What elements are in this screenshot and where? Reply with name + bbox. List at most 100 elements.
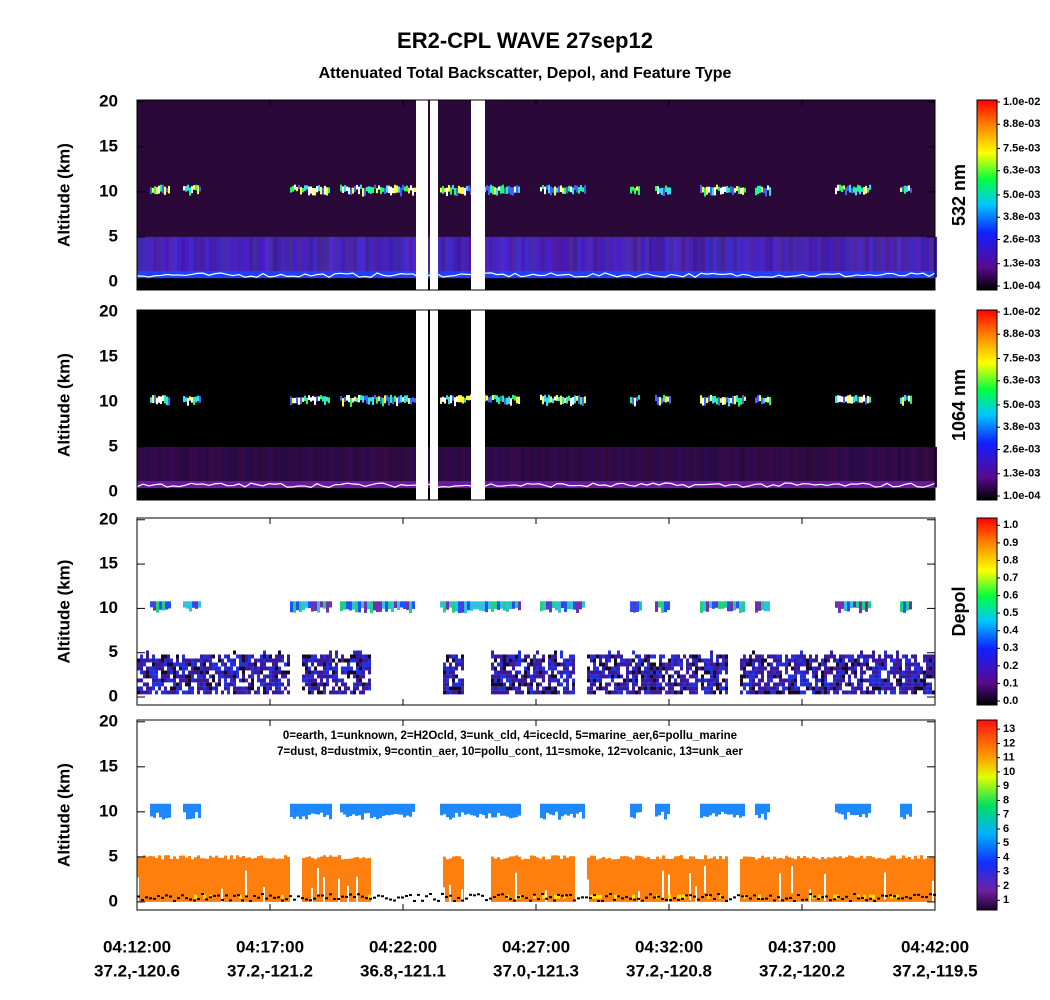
depol-cell bbox=[680, 686, 683, 691]
depol-cell bbox=[644, 674, 647, 679]
depol-cell bbox=[239, 666, 242, 671]
cloud bbox=[568, 395, 570, 401]
depol-cell bbox=[623, 670, 626, 675]
colorbar-tick-label: 0.9 bbox=[1003, 537, 1018, 549]
depol-cell bbox=[878, 662, 881, 667]
depol-cell bbox=[632, 690, 635, 695]
cloud bbox=[862, 601, 865, 611]
depol-cell bbox=[650, 658, 653, 663]
depol-cell bbox=[260, 690, 263, 695]
cloud bbox=[364, 601, 367, 613]
depol-cell bbox=[332, 658, 335, 663]
y-tick-label: 10 bbox=[99, 801, 118, 820]
depol-cell bbox=[362, 682, 365, 687]
depol-cell bbox=[542, 686, 545, 691]
depol-cell bbox=[602, 686, 605, 691]
cloud bbox=[845, 396, 847, 402]
depol-cell bbox=[698, 678, 701, 683]
depol-cell bbox=[572, 658, 575, 663]
depol-cell bbox=[614, 690, 617, 695]
aerosol bbox=[236, 855, 239, 902]
depol-cell bbox=[713, 662, 716, 667]
depol-cell bbox=[284, 690, 287, 695]
aerosol bbox=[260, 855, 263, 902]
surface-dot bbox=[229, 899, 232, 902]
depol-cell bbox=[758, 666, 761, 671]
depol-cell bbox=[890, 658, 893, 663]
depol-cell bbox=[305, 674, 308, 679]
aerosol bbox=[503, 858, 506, 902]
depol-cell bbox=[779, 658, 782, 663]
depol-cell bbox=[260, 682, 263, 687]
aerosol-layer bbox=[721, 236, 725, 278]
aerosol-layer bbox=[581, 236, 585, 278]
depol-cell bbox=[668, 666, 671, 671]
dust bbox=[668, 894, 671, 899]
depol-cell bbox=[509, 674, 512, 679]
depol-cell bbox=[314, 686, 317, 691]
aerosol bbox=[302, 858, 305, 902]
surface-dot bbox=[853, 893, 856, 896]
aerosol-layer bbox=[285, 446, 289, 488]
depol-cell bbox=[251, 670, 254, 675]
depol-cell bbox=[200, 662, 203, 667]
surface-dot bbox=[873, 900, 876, 903]
cloud bbox=[382, 187, 384, 192]
cloud bbox=[304, 185, 306, 192]
depol-cell bbox=[362, 662, 365, 667]
depol-cell bbox=[155, 686, 158, 691]
depol-cell bbox=[506, 686, 509, 691]
depol-cell bbox=[446, 658, 449, 663]
cloud bbox=[312, 395, 314, 401]
depol-cell bbox=[185, 690, 188, 695]
depol-cell bbox=[653, 674, 656, 679]
depol-cell bbox=[152, 666, 155, 671]
depol-cell bbox=[713, 666, 716, 671]
aerosol-layer bbox=[257, 236, 261, 278]
aerosol-layer bbox=[205, 236, 209, 278]
depol-cell bbox=[329, 650, 332, 655]
aerosol bbox=[809, 858, 812, 902]
cloud bbox=[305, 601, 308, 608]
surface-dot bbox=[385, 897, 388, 900]
depol-cell bbox=[203, 690, 206, 695]
aerosol-layer bbox=[825, 236, 829, 278]
depol-cell bbox=[350, 674, 353, 679]
depol-cell bbox=[788, 662, 791, 667]
depol-cell bbox=[542, 662, 545, 667]
depol-cell bbox=[251, 662, 254, 667]
depol-cell bbox=[140, 658, 143, 663]
depol-cell bbox=[599, 686, 602, 691]
depol-cell bbox=[827, 662, 830, 667]
aerosol-layer bbox=[825, 446, 829, 488]
depol-cell bbox=[176, 674, 179, 679]
depol-cell bbox=[926, 666, 929, 671]
y-tick-label: 15 bbox=[99, 554, 118, 573]
depol-cell bbox=[668, 674, 671, 679]
depol-cell bbox=[452, 682, 455, 687]
aerosol-layer bbox=[601, 446, 605, 488]
cloud bbox=[186, 601, 189, 609]
depol-cell bbox=[887, 678, 890, 683]
depol-cell bbox=[317, 686, 320, 691]
depol-cell bbox=[632, 666, 635, 671]
depol-cell bbox=[182, 658, 185, 663]
depol-cell bbox=[278, 670, 281, 675]
depol-cell bbox=[338, 674, 341, 679]
depol-cell bbox=[209, 662, 212, 667]
depol-cell bbox=[572, 670, 575, 675]
depol-cell bbox=[593, 686, 596, 691]
depol-cell bbox=[560, 678, 563, 683]
depol-cell bbox=[908, 678, 911, 683]
depol-cell bbox=[869, 658, 872, 663]
y-axis-label: Altitude (km) bbox=[54, 353, 73, 457]
depol-cell bbox=[302, 662, 305, 667]
depol-cell bbox=[920, 670, 923, 675]
gap-streak bbox=[245, 870, 247, 898]
aerosol-layer bbox=[305, 236, 309, 278]
cloud bbox=[578, 187, 580, 194]
depol-cell bbox=[686, 662, 689, 667]
depol-cell bbox=[335, 686, 338, 691]
depol-cell bbox=[191, 670, 194, 675]
depol-cell bbox=[221, 670, 224, 675]
